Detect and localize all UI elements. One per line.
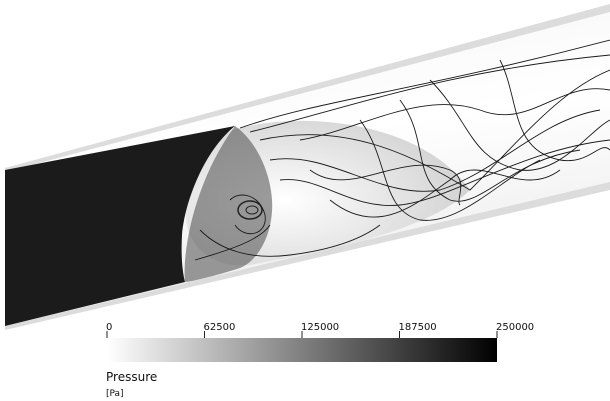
colorbar-unit: [Pa]	[106, 389, 124, 399]
cfd-view: Pressure [Pa] 0 62500 125000 187500 250000	[0, 0, 610, 401]
tick-label: 62500	[204, 322, 236, 333]
colorbar: Pressure [Pa] 0 62500 125000 187500 250000	[106, 322, 534, 399]
colorbar-gradient	[107, 338, 497, 362]
tick-label: 250000	[496, 322, 534, 333]
tick-label: 0	[106, 322, 112, 333]
tick-label: 125000	[301, 322, 339, 333]
tick-label: 187500	[399, 322, 437, 333]
colorbar-title: Pressure	[106, 370, 157, 384]
pipe	[5, 4, 610, 330]
